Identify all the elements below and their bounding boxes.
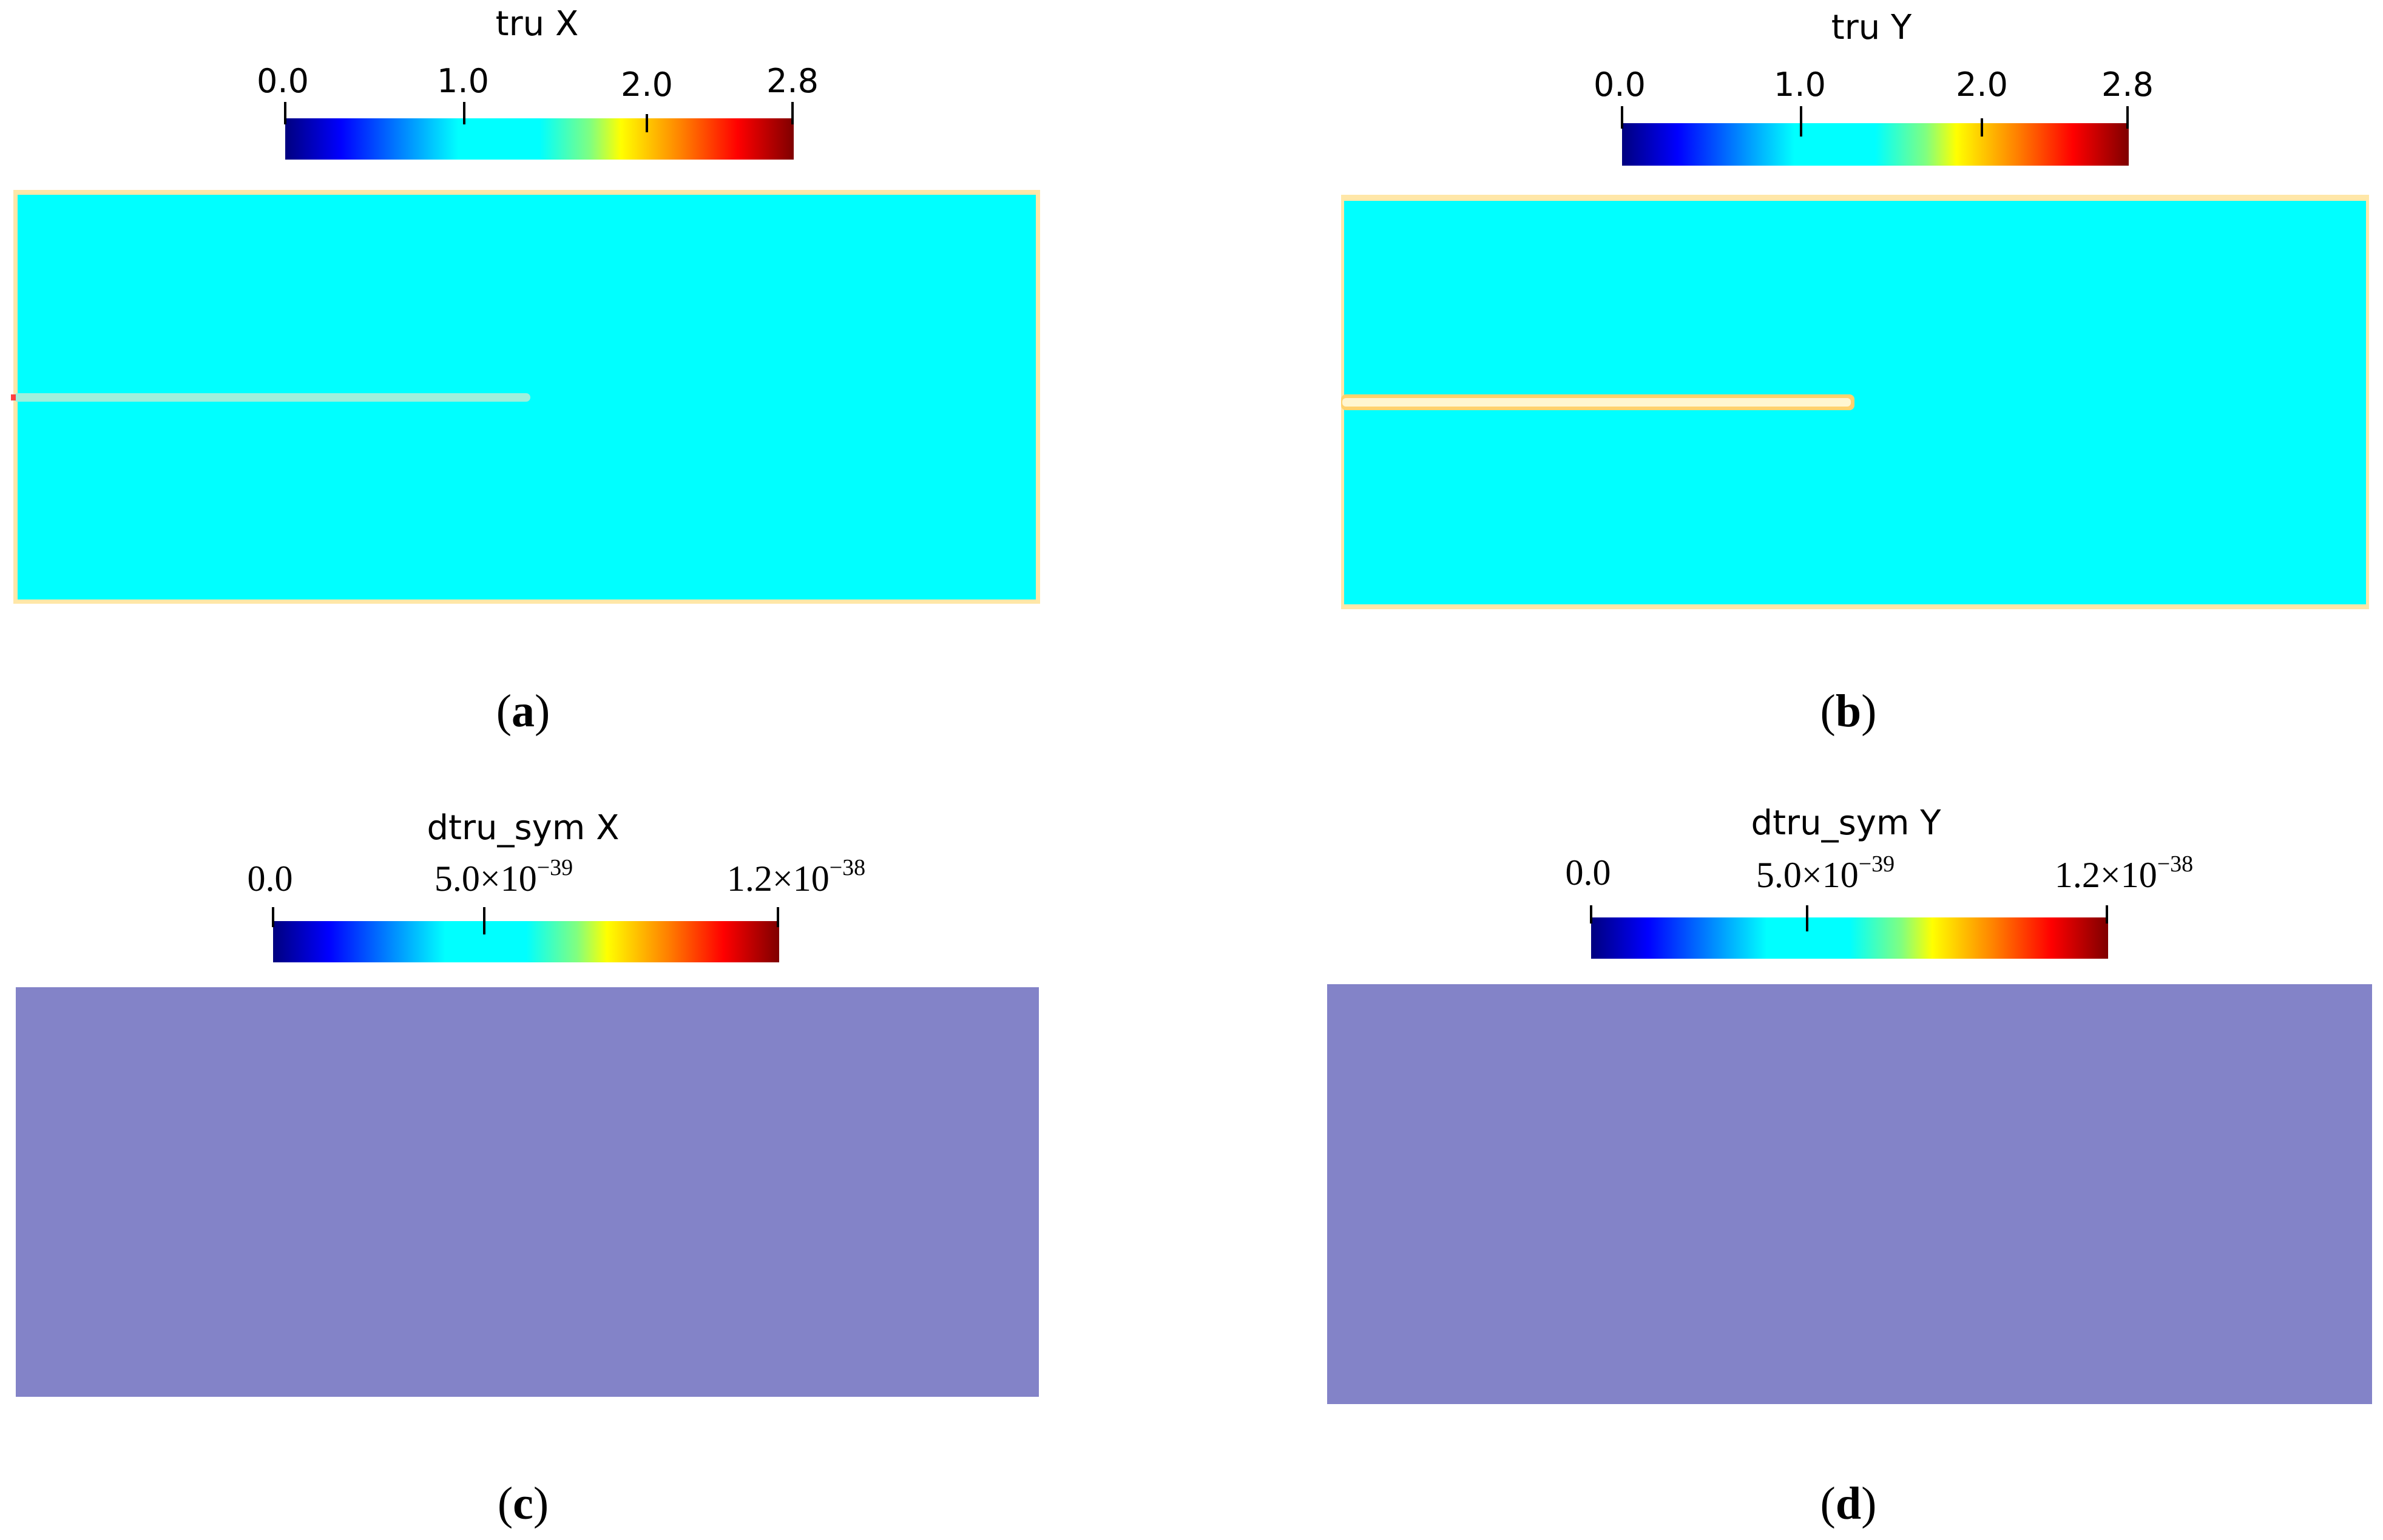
panel-caption: (b) bbox=[1820, 686, 1877, 737]
colorbar-tick-label: 0.0 bbox=[1566, 853, 1611, 893]
colorbar-title: tru Y bbox=[1831, 8, 1912, 47]
colorbar-title: tru X bbox=[496, 4, 579, 44]
crack-tip-marker bbox=[11, 394, 16, 400]
panel-b: tru Y 0.0 1.0 2.0 2.8 (b) bbox=[1341, 8, 2369, 737]
colorbar: 0.0 5.0×10−39 1.2×10−38 bbox=[248, 855, 865, 962]
field-plot bbox=[1341, 195, 2369, 609]
colorbar-tick-label: 2.0 bbox=[1956, 66, 2008, 104]
colorbar-tick-label: 2.8 bbox=[2101, 66, 2154, 104]
colorbar-tick-label: 5.0×10−39 bbox=[1756, 851, 1895, 895]
colorbar-title: dtru_sym X bbox=[427, 808, 619, 848]
panel-c: dtru_sym X 0.0 5.0×10−39 1.2×10−38 (c) bbox=[16, 808, 1039, 1529]
field-domain bbox=[16, 987, 1039, 1397]
colorbar: 0.0 1.0 2.0 2.8 bbox=[1594, 66, 2154, 166]
colorbar-gradient bbox=[1591, 917, 2108, 959]
colorbar-gradient bbox=[273, 921, 779, 962]
colorbar-tick-label: 1.0 bbox=[1774, 66, 1826, 104]
colorbar: 0.0 1.0 2.0 2.8 bbox=[257, 62, 819, 160]
colorbar-tick-label: 1.2×10−38 bbox=[2055, 851, 2193, 895]
colorbar-tick-label: 0.0 bbox=[1594, 66, 1646, 104]
colorbar-tick-label: 1.2×10−38 bbox=[727, 855, 865, 899]
panel-caption: (d) bbox=[1820, 1478, 1877, 1529]
colorbar-tick-label: 5.0×10−39 bbox=[434, 855, 573, 899]
crack bbox=[13, 393, 530, 402]
colorbar-tick-label: 2.0 bbox=[621, 66, 673, 104]
colorbar-tick-label: 0.0 bbox=[248, 859, 293, 899]
panel-caption: (c) bbox=[498, 1478, 549, 1529]
panel-a: tru X 0.0 1.0 2.0 2.8 (a) bbox=[11, 4, 1040, 737]
colorbar-tick-label: 0.0 bbox=[257, 62, 309, 100]
colorbar-tick-label: 2.8 bbox=[766, 62, 819, 100]
colorbar: 0.0 5.0×10−39 1.2×10−38 bbox=[1566, 851, 2193, 959]
colorbar-gradient bbox=[1622, 123, 2129, 166]
panel-d: dtru_sym Y 0.0 5.0×10−39 1.2×10−38 (d) bbox=[1327, 803, 2372, 1529]
panel-caption: (a) bbox=[496, 686, 550, 737]
colorbar-gradient bbox=[285, 118, 794, 160]
field-plot bbox=[1327, 984, 2372, 1404]
field-domain bbox=[1327, 984, 2372, 1404]
field-plot bbox=[16, 987, 1039, 1397]
field-plot bbox=[11, 190, 1040, 604]
colorbar-title: dtru_sym Y bbox=[1751, 803, 1942, 843]
crack bbox=[1342, 398, 1851, 407]
colorbar-tick-label: 1.0 bbox=[437, 62, 489, 100]
